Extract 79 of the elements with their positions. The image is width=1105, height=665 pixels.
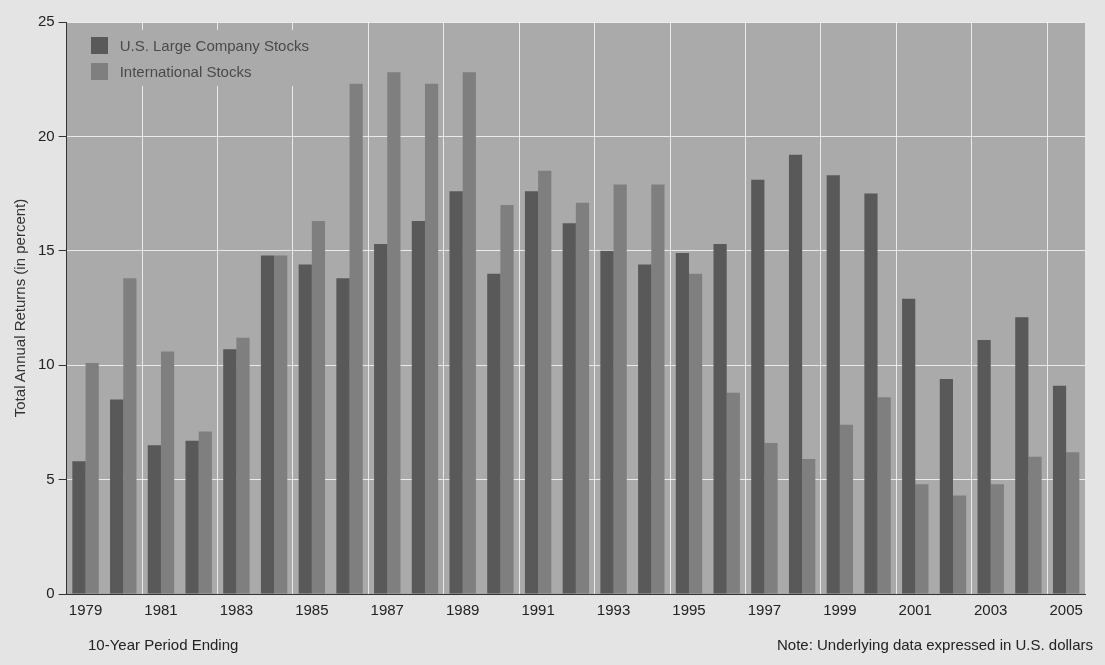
bar <box>562 223 576 594</box>
bar <box>185 440 199 594</box>
bar <box>538 170 552 594</box>
bar <box>387 72 401 594</box>
bar <box>336 278 350 594</box>
x-tick-label: 1985 <box>295 601 329 619</box>
bar <box>85 362 99 594</box>
bar <box>1052 385 1067 594</box>
bar <box>613 184 627 594</box>
text: Note: Underlying data expressed in U.S. dollars <box>777 636 1093 653</box>
bar <box>826 175 840 594</box>
bar <box>788 154 803 594</box>
bar <box>915 484 929 594</box>
bar <box>688 273 703 594</box>
x-tick-label: 1979 <box>68 601 103 619</box>
bar <box>72 461 86 594</box>
bar <box>953 495 967 594</box>
bar <box>424 83 439 594</box>
bar <box>298 264 312 594</box>
x-tick-label: 2003 <box>974 601 1008 619</box>
bar <box>411 221 425 594</box>
x-tick-label: 1991 <box>521 601 555 619</box>
bar <box>764 442 778 594</box>
bar <box>864 193 878 594</box>
x-tick-label: 1983 <box>219 601 254 619</box>
bar <box>638 264 652 594</box>
bar <box>110 399 124 594</box>
bar <box>274 255 288 594</box>
y-tick-label: 0 <box>46 584 55 602</box>
y-tick-label: 25 <box>38 12 55 30</box>
bar <box>1066 452 1080 594</box>
bar <box>198 431 212 594</box>
x-tick-label: 1981 <box>144 601 178 619</box>
bar <box>462 72 476 594</box>
bar <box>575 202 590 594</box>
bar <box>524 191 539 594</box>
y-tick-label: 15 <box>38 240 55 258</box>
y-tick-label: 20 <box>38 126 55 144</box>
x-tick-label: 1987 <box>370 601 404 619</box>
bar <box>839 424 854 594</box>
bar <box>487 273 501 594</box>
x-tick-label: 2001 <box>898 601 932 619</box>
bar <box>877 397 891 594</box>
bar <box>675 253 689 594</box>
bar <box>713 243 727 594</box>
bar <box>374 243 388 594</box>
bar <box>349 83 363 594</box>
y-axis-title: Total Annual Returns (in percent) <box>11 198 29 418</box>
bar <box>990 484 1004 594</box>
bar <box>147 445 161 594</box>
bar <box>651 184 665 594</box>
bar <box>311 221 326 594</box>
legend-label: U.S. Large Company Stocks <box>119 36 309 54</box>
bar <box>123 278 137 594</box>
legend-label: International Stocks <box>119 62 252 80</box>
bar <box>500 205 514 594</box>
bar <box>939 378 953 594</box>
y-tick-label: 5 <box>46 469 55 487</box>
y-tick-label: 10 <box>38 355 55 373</box>
bar <box>902 298 916 594</box>
bar <box>160 351 175 594</box>
x-tick-label: 1989 <box>446 601 480 619</box>
bar <box>977 340 991 594</box>
bar <box>236 337 250 594</box>
x-tick-label: 1997 <box>747 601 782 619</box>
x-tick-label: 2005 <box>1049 601 1083 619</box>
bar <box>1015 317 1029 594</box>
bar <box>802 459 816 594</box>
x-tick-label: 1993 <box>596 601 631 619</box>
x-tick-label: 1999 <box>823 601 857 619</box>
bar <box>600 250 614 594</box>
bar <box>751 179 765 594</box>
x-tick-label: 1995 <box>672 601 706 619</box>
x-axis-title: 10-Year Period Ending <box>88 636 239 653</box>
bar <box>1028 456 1042 594</box>
bar <box>726 392 740 594</box>
bar <box>223 349 237 594</box>
bar <box>260 255 275 594</box>
bar <box>449 191 463 594</box>
